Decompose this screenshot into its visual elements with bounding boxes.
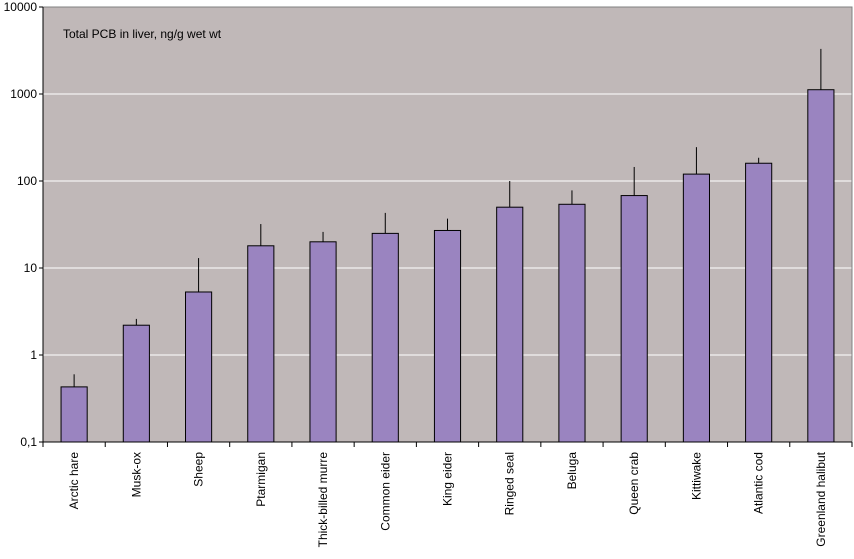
bar — [620, 195, 648, 443]
y-tick-label: 1 — [30, 348, 37, 362]
bar — [185, 291, 213, 443]
x-tick-label: Ptarmigan — [254, 452, 268, 507]
x-tick-label: King eider — [441, 452, 455, 506]
bar — [247, 245, 275, 443]
y-tick-label: 10000 — [4, 0, 38, 14]
bar — [558, 203, 586, 443]
bar — [682, 173, 710, 443]
y-tick-label: 10 — [24, 261, 38, 275]
x-tick-label: Greenland halibut — [814, 451, 828, 546]
x-tick-label: Queen crab — [627, 452, 641, 515]
x-tick-label: Sheep — [192, 452, 206, 487]
x-tick-label: Ringed seal — [503, 452, 517, 515]
y-tick-label: 1000 — [10, 87, 37, 101]
y-tick-label: 0,1 — [20, 435, 37, 449]
x-tick-label: Musk-ox — [129, 452, 143, 497]
x-tick-label: Thick-billed murre — [316, 452, 330, 548]
bar — [309, 241, 337, 443]
x-tick-label: Atlantic cod — [752, 452, 766, 514]
bar — [807, 89, 835, 443]
bar — [433, 229, 462, 443]
x-tick-label: Arctic hare — [67, 452, 81, 510]
bars — [60, 89, 835, 443]
error-bars — [73, 48, 822, 387]
x-axis-ticks: Arctic hare Musk-ox Sheep Ptarmigan Thick-bi… — [42, 442, 853, 548]
bar — [371, 232, 399, 443]
bar — [60, 386, 88, 443]
bar — [122, 324, 150, 443]
x-tick-label: Beluga — [565, 452, 579, 490]
chart-title: Total PCB in liver, ng/g wet wt — [63, 27, 222, 41]
bar — [496, 206, 524, 443]
y-axis-ticks: 0,1 1 10 100 1000 10000 — [4, 0, 43, 449]
bar — [745, 162, 773, 443]
x-tick-label: Common eider — [378, 452, 392, 531]
y-tick-label: 100 — [17, 174, 37, 188]
x-tick-label: Kittiwake — [689, 452, 703, 500]
